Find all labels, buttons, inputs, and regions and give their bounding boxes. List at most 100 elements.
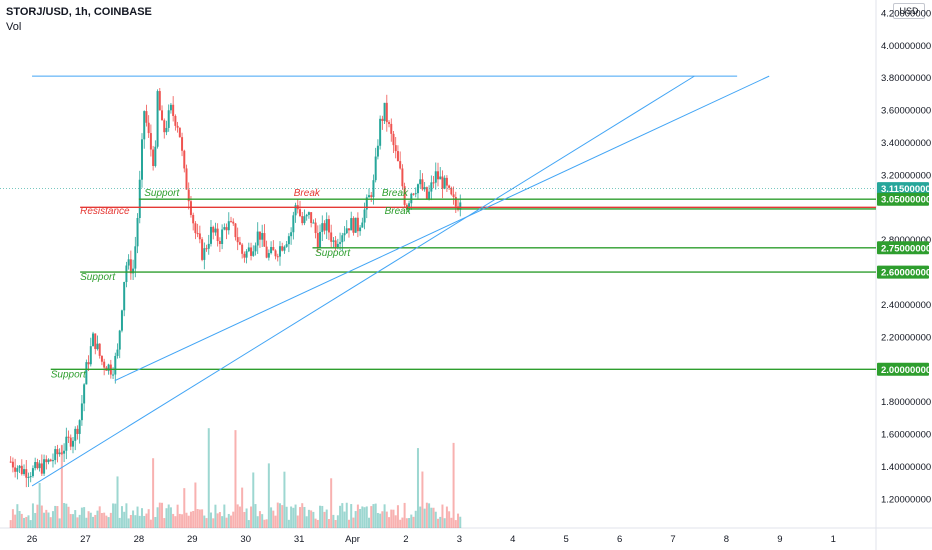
candle-body [281, 246, 284, 251]
support-annotation: Support [51, 369, 87, 380]
candle-body [54, 449, 57, 461]
candle-body [69, 437, 72, 447]
candle-body [345, 228, 348, 234]
candle-body [256, 231, 259, 246]
volume-bar [274, 515, 277, 528]
volume-bar [136, 506, 139, 528]
volume-bar [189, 511, 192, 528]
candle-body [174, 115, 177, 126]
candle-body [161, 110, 164, 121]
volume-bar [216, 513, 219, 528]
support-annotation: Support [315, 248, 351, 259]
volume-bar [352, 517, 355, 528]
volume-bar [312, 511, 315, 528]
candle-body [423, 187, 426, 190]
volume-bar [283, 471, 286, 528]
candle-body [156, 91, 159, 147]
candle-body [140, 139, 143, 180]
volume-bar [281, 505, 284, 528]
volume-bar [334, 520, 337, 528]
volume-bar [98, 506, 101, 528]
volume-bar [87, 511, 90, 528]
candle-body [301, 216, 304, 224]
candle-body [203, 248, 206, 260]
candle-body [98, 343, 101, 356]
x-tick-label: 26 [27, 534, 38, 545]
volume-bar [127, 518, 130, 528]
volume-bar [11, 509, 14, 528]
volume-bar [390, 509, 393, 528]
candle-body [112, 374, 115, 376]
candle-body [78, 420, 81, 434]
volume-bar [232, 511, 235, 528]
candle-body [23, 469, 26, 475]
volume-bar [247, 520, 250, 528]
candle-body [218, 241, 221, 244]
volume-bar [161, 502, 164, 528]
candle-body [261, 233, 264, 240]
candle-body [225, 227, 228, 231]
candle-body [214, 228, 217, 233]
candle-body [43, 459, 46, 474]
volume-bar [143, 515, 146, 528]
candle-body [410, 193, 413, 204]
candle-body [434, 171, 437, 183]
volume-bar [343, 511, 346, 528]
volume-bar [158, 502, 161, 528]
volume-bar [399, 519, 402, 528]
y-tick-label: 2.40000000 [881, 300, 931, 311]
volume-bar [120, 506, 123, 528]
candle-body [401, 168, 404, 187]
volume-bar [118, 517, 121, 528]
candle-body [247, 247, 250, 252]
volume-bar [445, 506, 448, 528]
volume-bar [83, 507, 86, 528]
candle-body [365, 197, 368, 210]
volume-bar [123, 511, 126, 528]
price-tag-box [877, 241, 929, 255]
candle-body [383, 102, 386, 121]
volume-bar [29, 520, 32, 528]
volume-bar [374, 503, 377, 528]
y-tick-label: 4.00000000 [881, 41, 931, 52]
volume-bar [9, 520, 12, 528]
volume-bar [27, 515, 30, 528]
price-tag-box [877, 265, 929, 279]
x-tick-label: 30 [240, 534, 251, 545]
candle-body [276, 256, 279, 258]
candle-body [305, 214, 308, 217]
volume-bar [185, 512, 188, 528]
candle-body [428, 191, 431, 199]
volume-bar [325, 509, 328, 528]
candle-body [270, 247, 273, 254]
volume-bar [54, 505, 57, 528]
candle-body [243, 253, 246, 258]
volume-bar [89, 512, 92, 528]
volume-bar [223, 504, 226, 528]
volume-bar [321, 505, 324, 528]
candle-body [399, 161, 402, 169]
y-tick-label: 3.40000000 [881, 138, 931, 149]
candle-body [103, 361, 106, 368]
candle-body [85, 362, 88, 385]
candle-body [303, 216, 306, 224]
price-tag-label: 2.75000000 [881, 243, 931, 254]
currency-button[interactable]: USD [893, 3, 925, 19]
candle-body [87, 362, 90, 365]
volume-bar [448, 511, 451, 528]
candle-body [388, 122, 391, 124]
symbol-header: STORJ/USD, 1h, COINBASE [6, 6, 152, 18]
candle-body [361, 222, 364, 228]
candle-body [265, 246, 268, 258]
volume-bar [198, 509, 201, 528]
candle-body [227, 221, 230, 231]
volume-bar [183, 488, 186, 528]
volume-bar [423, 508, 426, 528]
volume-bar [365, 506, 368, 528]
candle-body [414, 193, 417, 195]
candle-body [49, 459, 52, 462]
x-tick-label: 1 [831, 534, 836, 545]
y-tick-label: 2.80000000 [881, 235, 931, 246]
volume-bar [332, 514, 335, 528]
